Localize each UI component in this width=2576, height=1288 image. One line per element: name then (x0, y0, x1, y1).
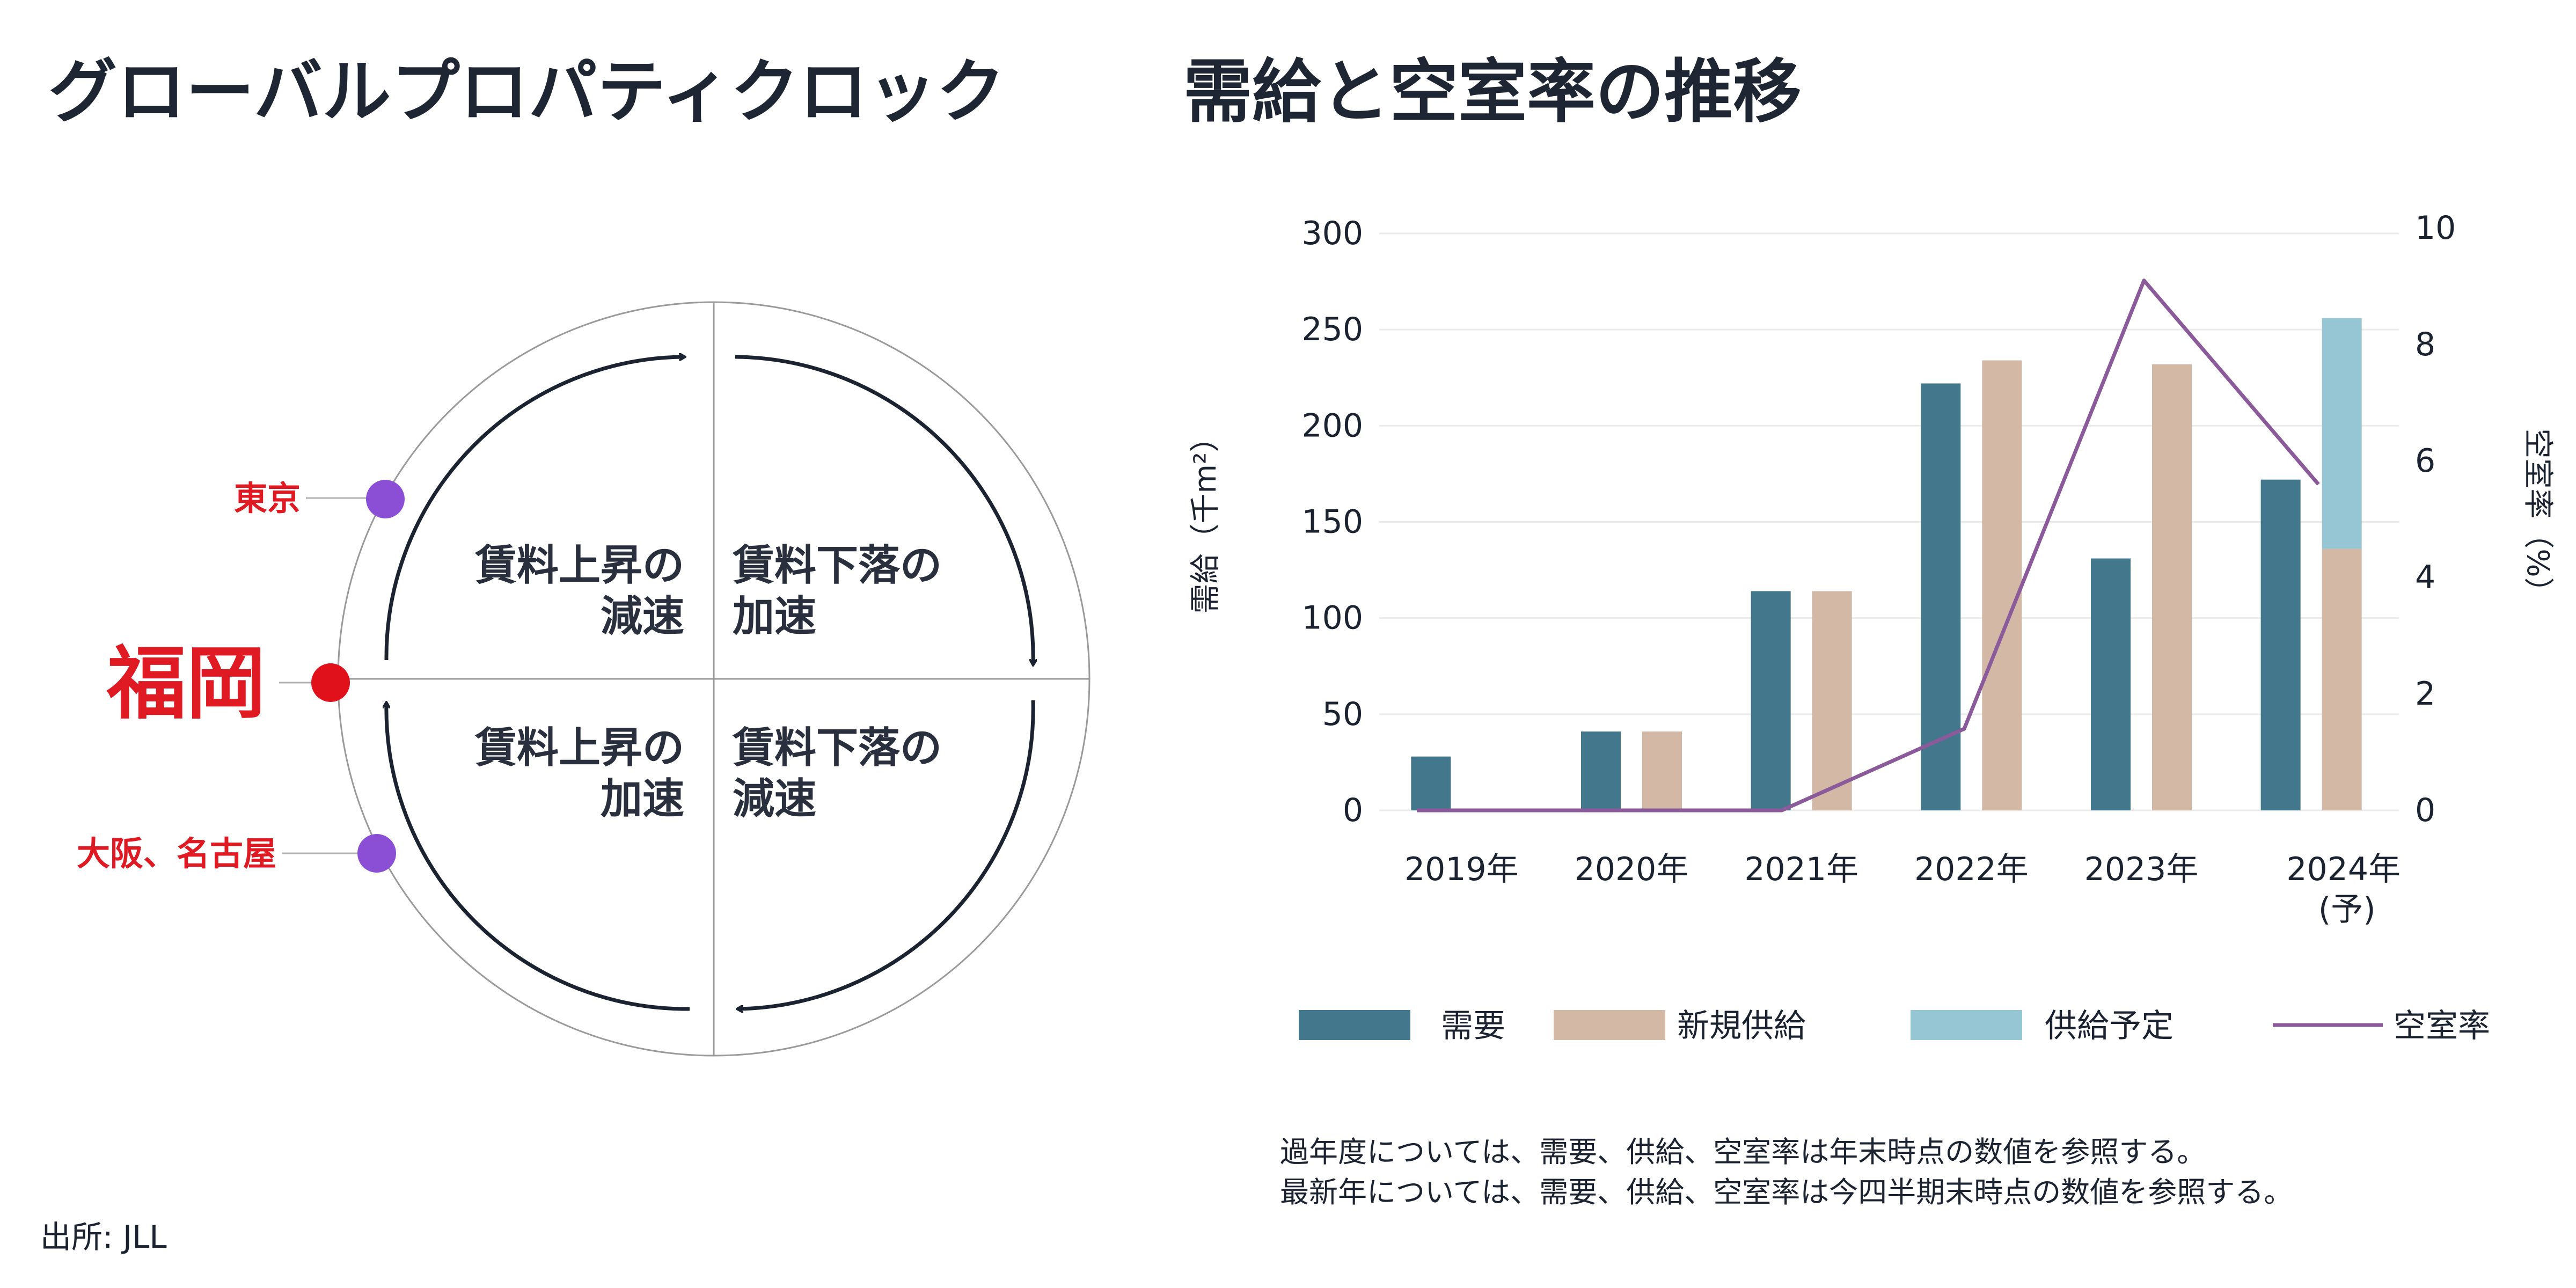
bars (1411, 318, 2362, 810)
quadrant-bottom-left-line1: 賃料上昇の (474, 724, 684, 772)
tokyo-label: 東京 (234, 479, 301, 518)
x-tick-label: 2023年 (2084, 851, 2199, 888)
x-tick-label: 2022年 (1914, 851, 2029, 888)
quadrant-top-left-line2: 減速 (601, 592, 684, 641)
property-clock: 賃料上昇の 減速 賃料下落の 加速 賃料上昇の 加速 賃料下落の 減速 東京 福… (77, 301, 1091, 1057)
left-axis-title: 需給（千m²） (1188, 422, 1223, 614)
clock-arrow-bottom-right (738, 700, 1035, 1009)
right-tick-label: 2 (2415, 675, 2435, 713)
right-tick-label: 0 (2415, 792, 2435, 829)
x-tick-label: 2024年 (2286, 851, 2401, 888)
left-tick-label: 150 (1301, 503, 1363, 541)
bar-demand-5 (2260, 479, 2301, 810)
legend-label-2: 供給予定 (2045, 1007, 2174, 1045)
left-axis-ticks: 0 50 100 150 200 250 300 (1301, 215, 1363, 829)
quadrant-top-left-line1: 賃料上昇の (474, 541, 684, 590)
right-tick-label: 6 (2415, 442, 2435, 480)
clock-arrow-top-right (735, 355, 1033, 664)
gridlines (1379, 232, 2399, 811)
fukuoka-label: 福岡 (106, 638, 266, 730)
x-tick-label: 2020年 (1575, 851, 1689, 888)
chart-legend: 需要 新規供給 供給予定 空室率 (1299, 1007, 2490, 1045)
left-tick-label: 0 (1343, 792, 1363, 829)
bar-demand-1 (1581, 731, 1621, 810)
quadrant-top-right-line2: 加速 (733, 592, 816, 641)
left-tick-label: 250 (1301, 311, 1363, 348)
right-axis-ticks: 0 2 4 6 8 10 (2415, 209, 2456, 829)
x-tick-label: (予) (2318, 891, 2376, 928)
left-tick-label: 300 (1301, 215, 1363, 252)
left-tick-label: 100 (1301, 599, 1363, 637)
clock-arrow-bottom-left (386, 703, 690, 1011)
legend-label-1: 新規供給 (1677, 1007, 1806, 1045)
legend-swatch-2 (1911, 1010, 2022, 1040)
legend-swatch-1 (1554, 1010, 1665, 1040)
legend-label-3: 空室率 (2394, 1007, 2490, 1045)
legend-swatch-0 (1299, 1010, 1410, 1040)
source-note: 出所: JLL (40, 1219, 167, 1255)
bar-demand-0 (1411, 756, 1451, 810)
bar-new-supply-1 (1642, 731, 1682, 810)
bar-new-supply-2 (1812, 591, 1852, 810)
x-tick-label: 2021年 (1744, 851, 1858, 888)
fukuoka-marker (311, 663, 350, 702)
osaka-nagoya-label: 大阪、名古屋 (77, 834, 276, 873)
tokyo-marker (366, 480, 405, 518)
quadrant-top-right-line1: 賃料下落の (732, 541, 942, 590)
vacancy-rate-line (1417, 279, 2320, 813)
chart-title: 需給と空室率の推移 (1183, 52, 1802, 132)
right-tick-label: 4 (2415, 559, 2435, 596)
bar-demand-2 (1751, 591, 1791, 810)
x-axis-ticks: 2019年 2020年 2021年 2022年 2023年 2024年(予) (1404, 851, 2401, 928)
chart-note-line1: 過年度については、需要、供給、空室率は年末時点の数値を参照する。 (1280, 1135, 2206, 1169)
clock-title: グローバルプロパティクロック (48, 52, 1005, 132)
bar-demand-4 (2091, 558, 2131, 810)
left-tick-label: 50 (1322, 696, 1363, 733)
right-axis-title: 空室率（%） (2520, 428, 2555, 607)
chart-note-line2: 最新年については、需要、供給、空室率は今四半期末時点の数値を参照する。 (1280, 1175, 2293, 1209)
legend-label-0: 需要 (1441, 1007, 1505, 1045)
vacancy-line-group (1417, 279, 2320, 813)
osaka-nagoya-marker (357, 834, 396, 873)
bar-planned-supply-5 (2322, 318, 2362, 549)
quadrant-bottom-right-line1: 賃料下落の (732, 724, 942, 772)
bar-new-supply-3 (1982, 360, 2022, 810)
quadrant-bottom-right-line2: 減速 (733, 775, 816, 823)
right-tick-label: 8 (2415, 326, 2435, 363)
left-tick-label: 200 (1301, 407, 1363, 444)
bar-new-supply-4 (2152, 364, 2192, 810)
quadrant-bottom-left-line2: 加速 (601, 775, 684, 823)
right-tick-label: 10 (2415, 209, 2456, 247)
clock-arrow-top-left (384, 357, 684, 661)
bar-new-supply-5 (2322, 548, 2362, 810)
x-tick-label: 2019年 (1404, 851, 1519, 888)
demand-supply-chart: 0 50 100 150 200 250 300 0 2 4 6 8 10 2019年 2020年 202… (1188, 209, 2555, 928)
